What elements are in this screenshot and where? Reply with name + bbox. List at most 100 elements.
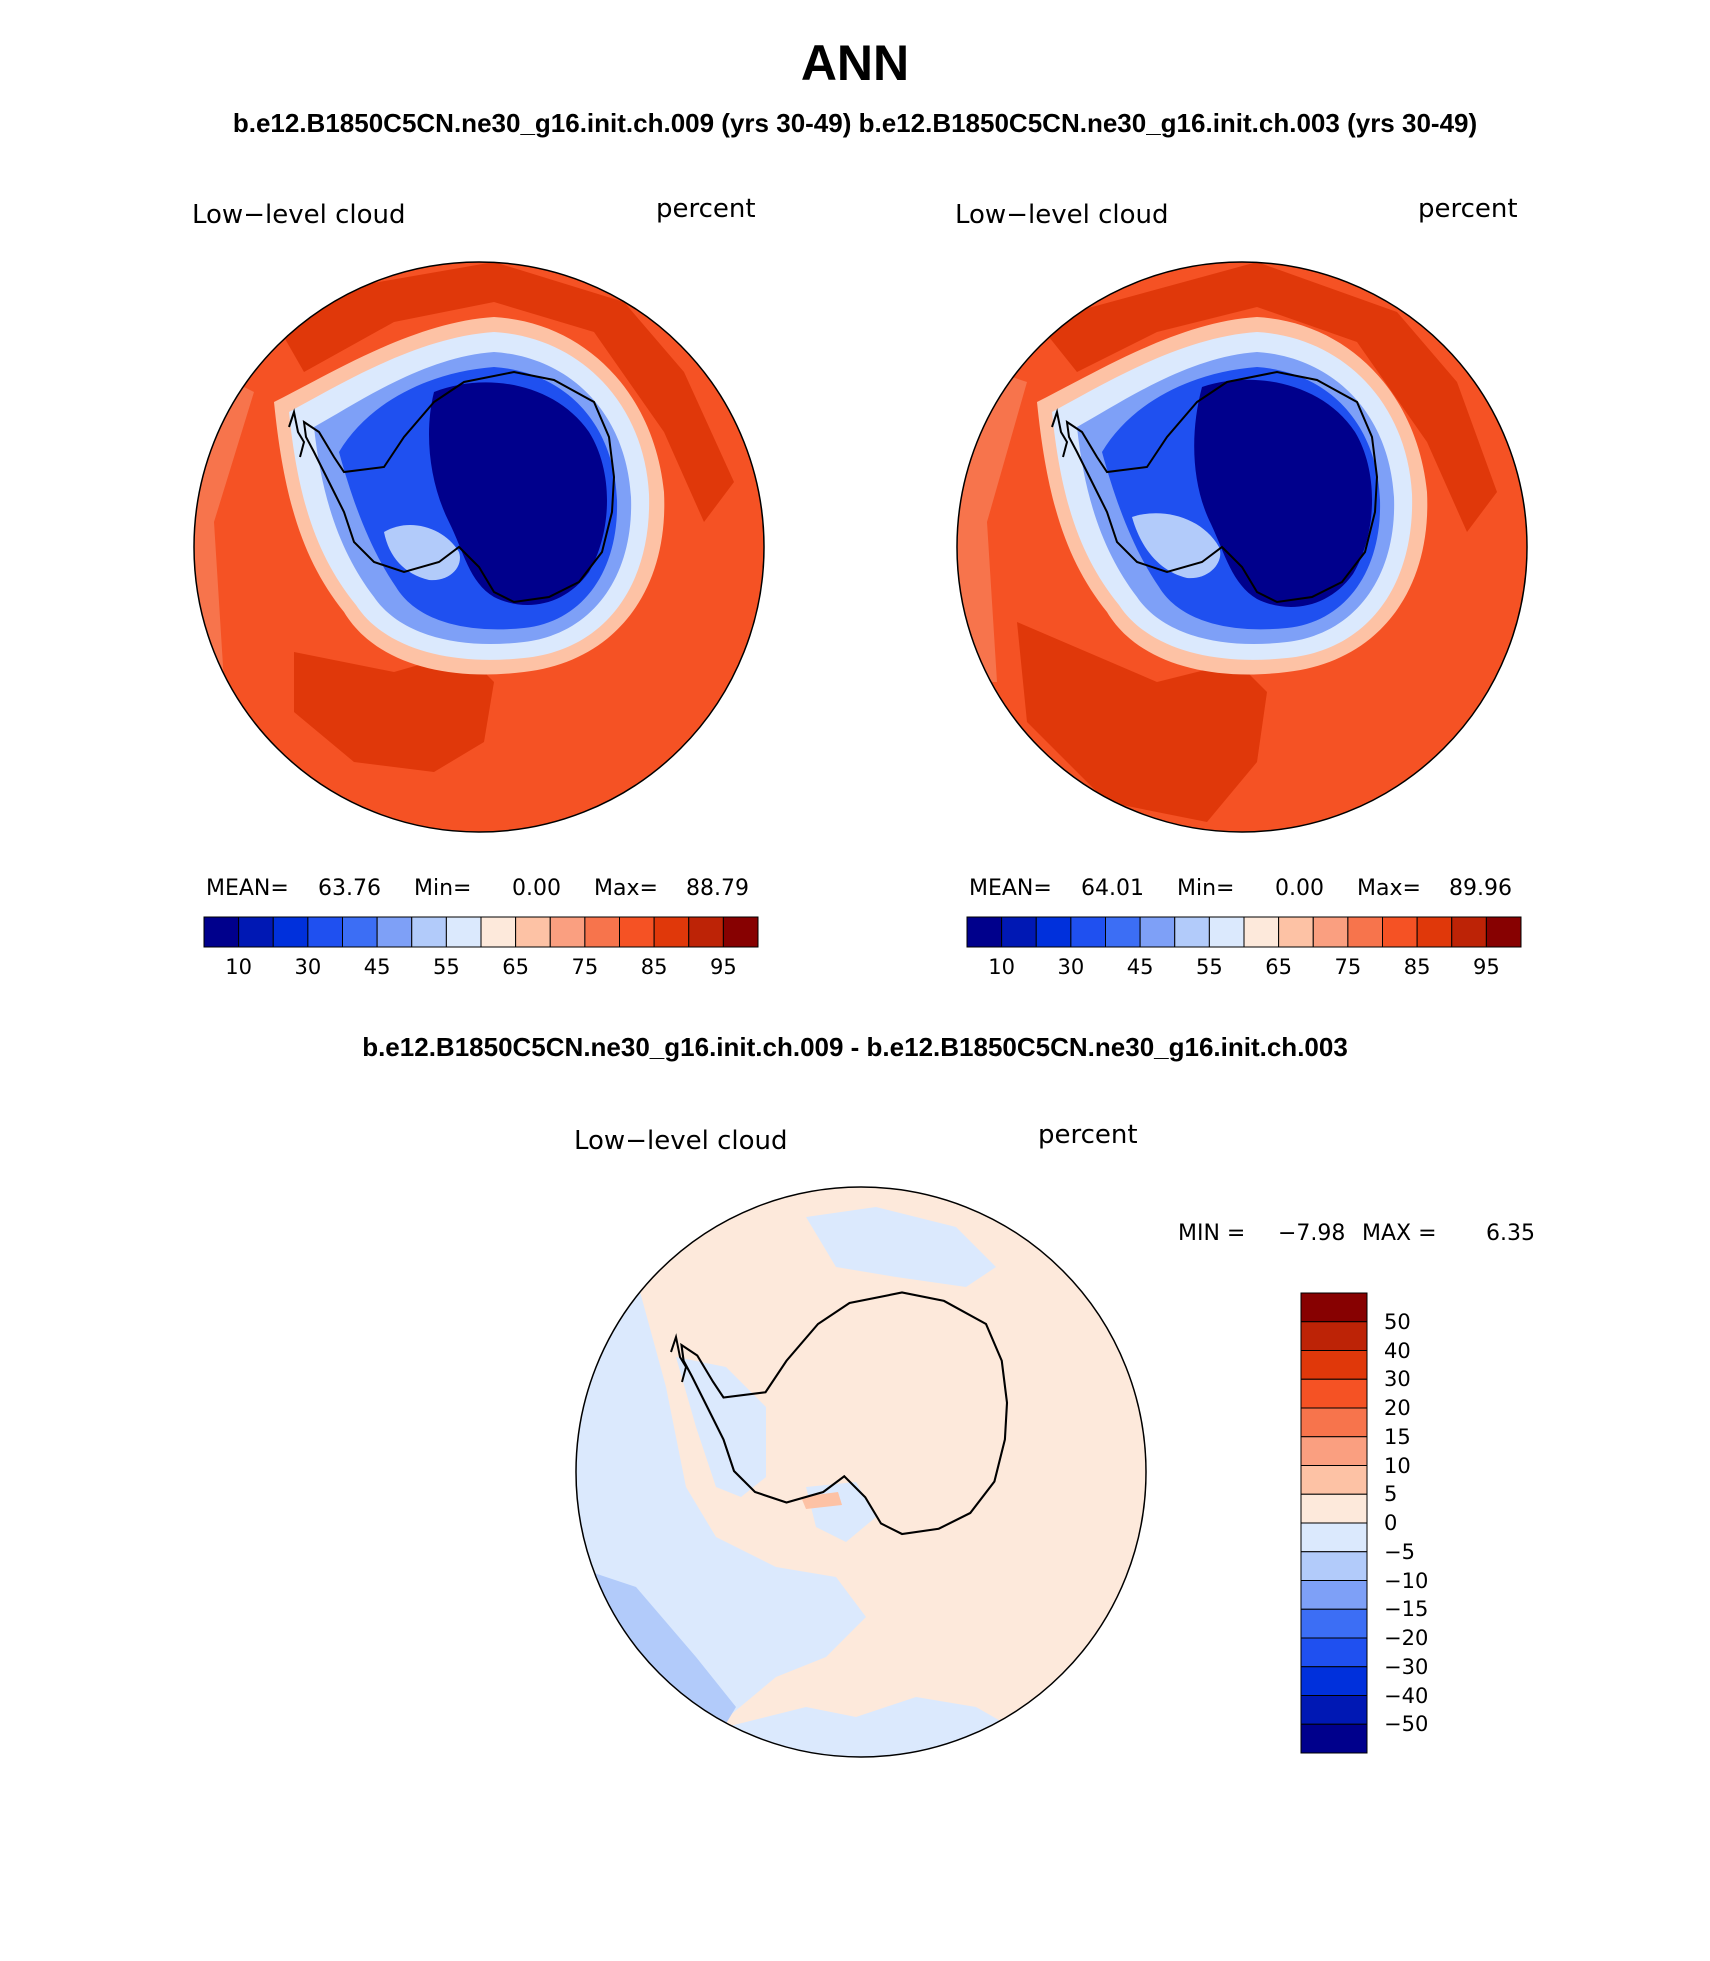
colorbar-swatch [1300, 1465, 1368, 1495]
colorbar-swatch [1070, 916, 1106, 948]
colorbar-swatch [203, 916, 240, 948]
diff-units-label: percent [1038, 1120, 1138, 1150]
colorbar-swatch [272, 916, 309, 948]
difference-title: b.e12.B1850C5CN.ne30_g16.init.ch.009 - b… [362, 1032, 1348, 1062]
colorbar-tick-label: 10 [225, 955, 252, 979]
colorbar-tick-label: 55 [433, 955, 460, 979]
colorbar-swatch [238, 916, 274, 948]
colorbar-swatch [1208, 916, 1245, 948]
panel1-mean-label: MEAN= [206, 876, 289, 901]
colorbar-swatch [1300, 1695, 1368, 1725]
colorbar-tick-label: 10 [1384, 1453, 1411, 1478]
diff-min-label: MIN = [1178, 1221, 1246, 1246]
colorbar-swatch [1243, 916, 1280, 948]
colorbar-tick-label: 30 [294, 955, 322, 979]
panel2-min-value: 0.00 [1275, 876, 1324, 901]
ice-sheet-core [1194, 379, 1373, 607]
colorbar-swatch [653, 916, 690, 948]
colorbar-swatch [1382, 916, 1418, 948]
peninsula-light [1132, 513, 1221, 579]
colorbar-tick-label: 75 [1334, 955, 1362, 979]
page-title: ANN [800, 35, 910, 91]
colorbar-tick-label: −30 [1384, 1654, 1429, 1679]
panel1-mean-value: 63.76 [318, 876, 381, 901]
colorbar-tick-label: −15 [1384, 1597, 1429, 1622]
colorbar-tick-label: 55 [1196, 955, 1223, 979]
colorbar-swatch [1451, 916, 1487, 948]
panel1-min-value: 0.00 [512, 876, 561, 901]
colorbar-swatch [1300, 1580, 1368, 1610]
ice-sheet-core [429, 382, 608, 605]
colorbar-swatch [722, 916, 759, 948]
peninsula-light [384, 524, 460, 581]
negative-diff-region [676, 1357, 766, 1497]
diff-max-label: MAX = [1362, 1221, 1437, 1246]
colorbar-swatch [1300, 1637, 1368, 1668]
colorbar-tick-label: 65 [1265, 955, 1292, 979]
coastline [288, 408, 306, 458]
panel2-mean-label: MEAN= [969, 876, 1052, 901]
panel1-colorbar [203, 916, 759, 948]
colorbar-swatch [307, 916, 343, 948]
colorbar-swatch [1300, 1522, 1368, 1553]
colorbar-swatch [584, 916, 620, 948]
high-cloud-band [294, 652, 494, 772]
colorbar-tick-label: 40 [1384, 1338, 1411, 1363]
negative-diff-region [726, 1697, 1146, 1757]
colorbar-swatch [1485, 916, 1522, 948]
colorbar-swatch [1347, 916, 1383, 948]
colorbar-tick-label: 10 [988, 955, 1015, 979]
panel2-mean-value: 64.01 [1081, 876, 1144, 901]
colorbar-swatch [1001, 916, 1037, 948]
negative-diff-region [806, 1207, 996, 1287]
panel2-colorbar [966, 916, 1522, 948]
colorbar-swatch [1300, 1723, 1368, 1754]
colorbar-swatch [1300, 1378, 1368, 1409]
high-cloud-band [1037, 262, 1497, 532]
colorbar-swatch [1300, 1551, 1368, 1581]
panel2-min-label: Min= [1177, 876, 1235, 901]
colorbar-swatch [1300, 1350, 1368, 1380]
colorbar-tick-label: −10 [1384, 1568, 1429, 1593]
colorbar-tick-label: −20 [1384, 1626, 1429, 1650]
colorbar-swatch [1035, 916, 1072, 948]
colorbar-swatch [1174, 916, 1210, 948]
colorbar-swatch [1278, 916, 1314, 948]
panel1-units-label: percent [656, 194, 756, 224]
high-cloud-band [1017, 622, 1267, 822]
diff-max-value: 6.35 [1486, 1221, 1535, 1246]
colorbar-tick-label: 5 [1384, 1482, 1398, 1507]
colorbar-swatch [1139, 916, 1176, 948]
colorbar-tick-label: 45 [363, 955, 391, 979]
panel2-polar-map [956, 261, 1528, 833]
colorbar-tick-label: 75 [571, 955, 599, 979]
colorbar-swatch [1416, 916, 1453, 948]
diff-polar-map [575, 1186, 1147, 1758]
case-subtitle: b.e12.B1850C5CN.ne30_g16.init.ch.009 (yr… [232, 108, 1478, 138]
colorbar-tick-label: 20 [1384, 1396, 1411, 1420]
colorbar-tick-label: 45 [1126, 955, 1154, 979]
colorbar-swatch [342, 916, 378, 948]
diff-variable-label: Low−level cloud [574, 1126, 788, 1156]
panel1-max-label: Max= [594, 876, 658, 901]
colorbar-tick-label: 95 [1473, 955, 1500, 979]
colorbar-swatch [515, 916, 551, 948]
panel2-units-label: percent [1418, 194, 1518, 224]
panel1-min-label: Min= [414, 876, 472, 901]
colorbar-tick-label: 50 [1384, 1309, 1411, 1334]
colorbar-swatch [1105, 916, 1141, 948]
colorbar-tick-label: 30 [1384, 1367, 1411, 1392]
colorbar-tick-label: 65 [502, 955, 529, 979]
diff-colorbar [1300, 1292, 1368, 1754]
colorbar-swatch [1300, 1407, 1368, 1438]
coastline [680, 1291, 1009, 1536]
colorbar-swatch [549, 916, 586, 948]
colorbar-tick-label: 85 [1403, 955, 1431, 979]
colorbar-swatch [480, 916, 517, 948]
colorbar-swatch [1300, 1321, 1368, 1351]
colorbar-swatch [445, 916, 482, 948]
panel2-max-label: Max= [1357, 876, 1421, 901]
panel2-max-value: 89.96 [1449, 876, 1512, 901]
colorbar-tick-label: −5 [1384, 1539, 1415, 1564]
colorbar-swatch [966, 916, 1003, 948]
